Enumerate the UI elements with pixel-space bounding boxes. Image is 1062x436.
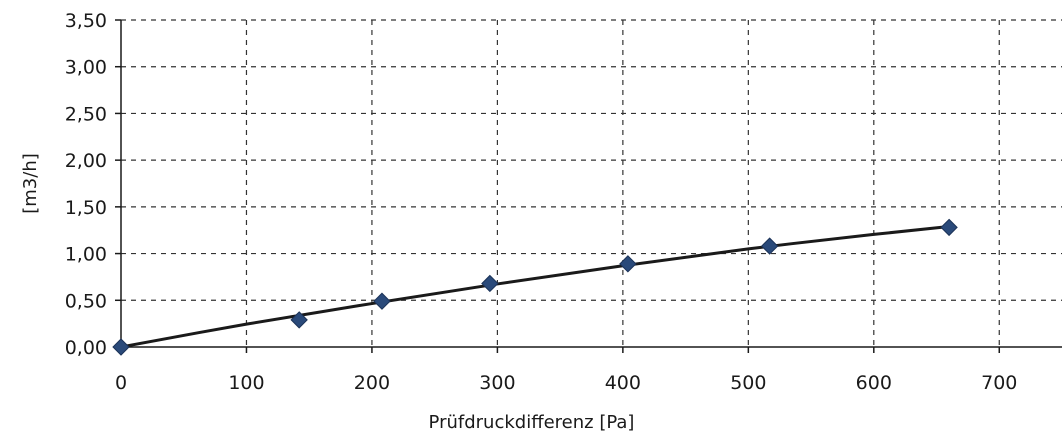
axes	[115, 19, 1062, 353]
x-tick-label: 100	[228, 372, 264, 394]
y-tick-label: 2,00	[65, 150, 107, 172]
data-point	[112, 338, 130, 356]
y-tick-label: 0,50	[65, 290, 107, 312]
x-tick-label: 700	[981, 372, 1017, 394]
y-axis-label: [m3/h]	[20, 153, 41, 214]
y-tick-label: 0,00	[65, 337, 107, 359]
data-point	[940, 218, 958, 237]
x-tick-label: 200	[354, 372, 390, 394]
x-tick-label: 300	[479, 372, 515, 394]
data-point	[481, 274, 499, 293]
tick-labels: 0,00 0,50 1,00 1,50 2,00 2,50 3,00 3,50 0 100 200 3…	[65, 10, 1018, 394]
x-axis-label: Prüfdruckdifferenz [Pa]	[429, 412, 635, 433]
y-tick-label: 1,50	[65, 197, 107, 219]
y-tick-label: 3,50	[65, 10, 107, 32]
fit-curve-line	[120, 224, 950, 349]
data-point	[619, 255, 637, 273]
y-tick-label: 1,00	[65, 244, 107, 266]
data-point	[290, 311, 308, 329]
y-tick-label: 3,00	[65, 57, 107, 79]
y-tick-label: 2,50	[65, 103, 107, 125]
x-tick-label: 400	[605, 372, 641, 394]
grid-lines	[121, 19, 1062, 347]
data-point	[760, 237, 779, 255]
data-points	[112, 218, 958, 356]
x-tick-label: 600	[856, 372, 892, 394]
x-tick-label: 0	[115, 372, 127, 394]
fit-curve	[120, 224, 950, 349]
x-tick-label: 500	[730, 372, 766, 394]
data-point	[373, 292, 391, 310]
